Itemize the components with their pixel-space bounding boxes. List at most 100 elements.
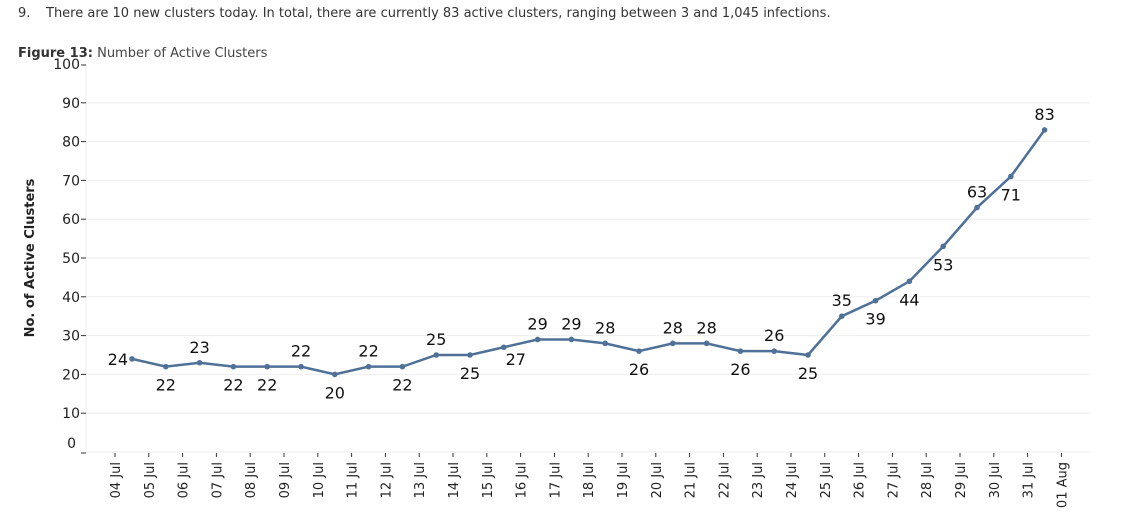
data-point <box>230 363 237 370</box>
data-point <box>839 313 845 320</box>
x-tick-label: 22 Jul <box>717 462 732 498</box>
data-point <box>534 336 541 343</box>
y-tick-label: 60 <box>62 212 80 228</box>
data-label: 26 <box>629 360 649 379</box>
y-tick-label: 0 <box>67 436 76 452</box>
data-point <box>974 204 980 211</box>
x-tick-label: 04 Jul <box>109 462 124 498</box>
data-label: 22 <box>358 342 378 361</box>
x-tick-label: 16 Jul <box>515 462 530 498</box>
data-point <box>129 356 135 362</box>
data-label: 23 <box>189 338 209 357</box>
series-line <box>131 129 1046 376</box>
data-label: 22 <box>156 376 176 395</box>
data-point <box>737 348 744 354</box>
summary-paragraph: 9. There are 10 new clusters today. In to… <box>18 6 831 21</box>
figure-title: Number of Active Clusters <box>97 46 268 61</box>
data-label: 83 <box>1034 105 1054 124</box>
x-tick-label: 18 Jul <box>582 462 597 498</box>
x-tick-label: 21 Jul <box>684 462 699 498</box>
data-point <box>602 340 608 347</box>
data-point <box>467 352 473 358</box>
data-point <box>264 363 271 370</box>
x-tick-label: 26 Jul <box>853 462 868 498</box>
data-label: 22 <box>392 376 412 395</box>
data-label: 44 <box>899 290 919 309</box>
x-tick-label: 14 Jul <box>447 462 462 498</box>
data-point <box>805 352 811 358</box>
data-point <box>771 348 777 354</box>
data-point <box>332 371 338 378</box>
data-point <box>568 336 575 343</box>
y-tick-label: 80 <box>62 135 80 151</box>
data-label: 25 <box>460 364 480 383</box>
y-axis-title: No. of Active Clusters <box>23 178 38 337</box>
data-point <box>670 340 676 347</box>
data-label: 27 <box>506 350 526 369</box>
data-point <box>703 340 710 347</box>
x-tick-label: 23 Jul <box>751 462 766 498</box>
y-tick-label: 40 <box>62 290 80 306</box>
data-point <box>636 348 642 354</box>
data-label: 22 <box>291 342 311 361</box>
y-tick-label: 30 <box>62 329 80 345</box>
data-label: 28 <box>696 318 716 337</box>
figure-caption: Figure 13: Number of Active Clusters <box>18 46 267 61</box>
x-tick-label: 12 Jul <box>379 462 394 498</box>
data-point <box>1041 127 1048 133</box>
data-point <box>365 363 372 370</box>
data-point <box>1008 173 1014 180</box>
x-tick-label: 31 Jul <box>1022 462 1037 498</box>
data-label: 24 <box>108 350 128 369</box>
y-tick-label: 100 <box>53 57 80 73</box>
x-tick-label: 07 Jul <box>210 462 225 498</box>
data-point <box>196 359 203 366</box>
x-tick-label: 10 Jul <box>312 462 327 498</box>
x-tick-label: 27 Jul <box>886 462 901 498</box>
data-label: 26 <box>764 326 784 345</box>
data-label: 71 <box>1001 186 1021 205</box>
data-label: 28 <box>595 318 615 337</box>
x-tick-label: 08 Jul <box>244 462 259 498</box>
data-label: 22 <box>257 376 277 395</box>
data-label: 20 <box>325 383 345 402</box>
x-tick-label: 09 Jul <box>278 462 293 498</box>
data-point <box>298 363 304 370</box>
x-tick-label: 19 Jul <box>616 462 631 498</box>
x-tick-label: 15 Jul <box>481 462 496 498</box>
data-point <box>501 344 507 351</box>
x-tick-label: 11 Jul <box>346 462 361 498</box>
data-label: 26 <box>730 360 750 379</box>
data-label: 25 <box>798 364 818 383</box>
figure-label: Figure 13: <box>18 46 93 61</box>
y-tick-label: 90 <box>62 96 80 112</box>
y-tick-label: 50 <box>62 251 80 267</box>
paragraph-number: 9. <box>18 6 31 21</box>
x-tick-label: 30 Jul <box>988 462 1003 498</box>
y-tick-label: 20 <box>62 367 80 383</box>
data-point <box>906 278 913 285</box>
x-tick-label: 13 Jul <box>413 462 428 498</box>
data-label: 22 <box>223 376 243 395</box>
y-tick-label: 10 <box>62 406 80 422</box>
x-tick-label: 05 Jul <box>143 462 158 498</box>
paragraph-text: There are 10 new clusters today. In tota… <box>46 6 831 21</box>
y-tick-label: 70 <box>62 173 80 189</box>
data-label: 29 <box>527 314 547 333</box>
x-tick-label: 20 Jul <box>650 462 665 498</box>
x-tick-label: 06 Jul <box>177 462 192 498</box>
data-point <box>399 363 406 370</box>
data-point <box>872 297 879 304</box>
x-tick-label: 24 Jul <box>785 462 800 498</box>
data-label: 29 <box>561 314 581 333</box>
x-tick-label: 29 Jul <box>954 462 969 498</box>
data-label: 35 <box>832 291 852 310</box>
data-label: 53 <box>933 255 953 274</box>
data-label: 63 <box>967 183 987 202</box>
data-point <box>163 363 169 370</box>
x-tick-label: 28 Jul <box>920 462 935 498</box>
x-tick-label: 01 Aug <box>1055 462 1070 508</box>
x-tick-label: 25 Jul <box>819 462 834 498</box>
data-label: 39 <box>865 310 885 329</box>
